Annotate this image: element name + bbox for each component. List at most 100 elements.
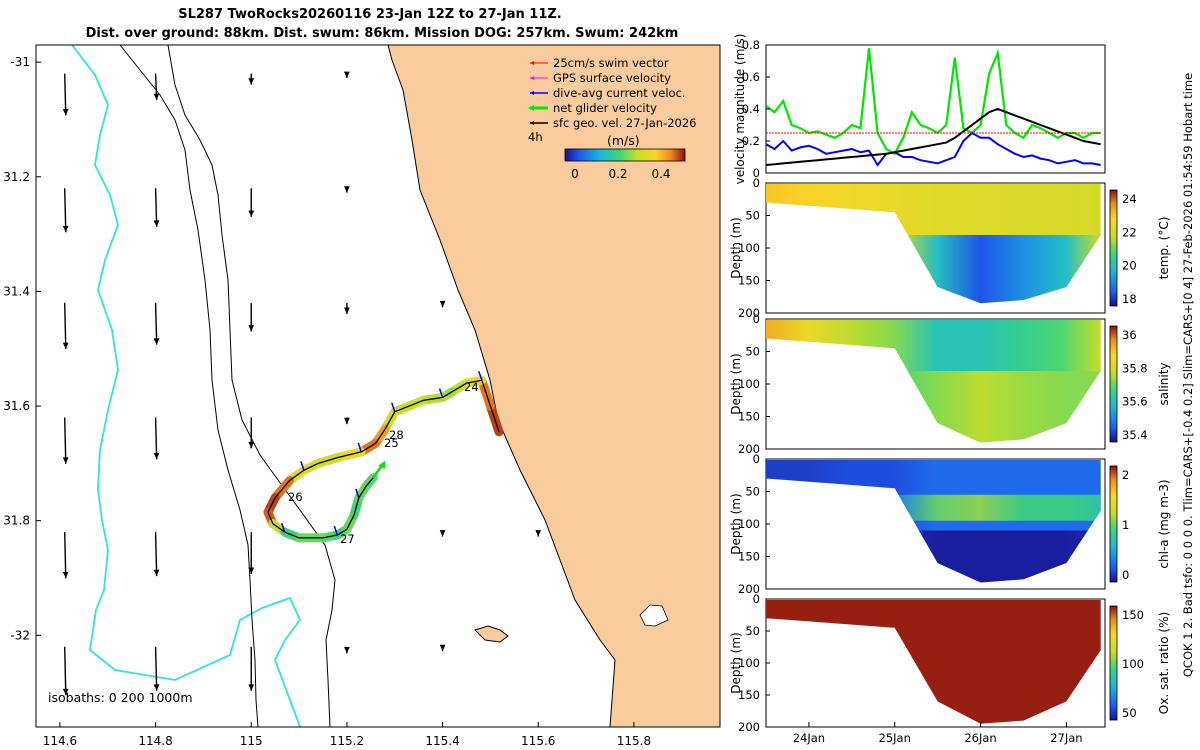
- figure-title-line2: Dist. over ground: 88km. Dist. swum: 86k…: [86, 26, 679, 41]
- section-panel-temp: 0 50 100 150 200 Depth (m) 24 22 20 18 temp. (°C): [729, 176, 1171, 320]
- depth-tick-label: 0: [753, 176, 760, 190]
- track-centreline: [466, 379, 482, 384]
- sfc-vector-head: [62, 571, 69, 579]
- sfc-vector-shaft: [154, 532, 158, 577]
- velocity-panel: 0 0.2 0.4 0.6 0.8 velocity magnitude (m/s): [733, 34, 1106, 184]
- sfc-vector-shaft: [154, 188, 158, 227]
- section-colorbar: [1109, 465, 1118, 583]
- map-x-tick-label: 115.2: [330, 734, 364, 748]
- depth-tick-label: 100: [738, 656, 760, 670]
- velocity-y-axis: 0 0.2 0.4 0.6 0.8: [742, 38, 770, 180]
- section-panel-chl: 0 50 100 150 200 Depth (m) 2 1 0 chl-a (mg m-3): [729, 452, 1171, 596]
- track-centreline: [318, 457, 338, 464]
- depth-tick-label: 150: [738, 274, 760, 288]
- speed-unit-label: (m/s): [607, 133, 640, 148]
- velocity-y-tick-label: 0: [753, 166, 760, 180]
- velocity-series-line: [766, 107, 1101, 166]
- depth-tick-label: 50: [745, 624, 760, 638]
- sfc-vector-head: [248, 684, 255, 691]
- colorbar-tick-label: 18: [1122, 292, 1137, 306]
- velocity-series-line: [766, 131, 1101, 167]
- sfc-vector-head: [248, 210, 255, 217]
- figure-title-line1: SL287 TwoRocks20260116 23-Jan 12Z to 27-…: [178, 7, 562, 22]
- depth-tick-label: 0: [753, 592, 760, 606]
- velocity-y-tick-label: 0.8: [742, 38, 760, 52]
- sfc-vector-head: [62, 457, 69, 464]
- map-x-tick-label: 115.8: [617, 734, 651, 748]
- section-colorbar: [1109, 189, 1118, 307]
- track-centreline: [375, 428, 386, 444]
- dive-avg-tick: [391, 402, 396, 413]
- sfc-vector-shaft: [154, 646, 158, 691]
- map-x-tick-label: 115: [240, 734, 263, 748]
- track-centreline: [384, 411, 396, 430]
- sfc-vector-shaft: [63, 188, 67, 233]
- sfc-vector-head: [344, 71, 350, 79]
- track-centreline: [442, 391, 453, 399]
- colorbar-tick-label: 2: [1122, 468, 1129, 482]
- legend-swim-label: 25cm/s swim vector: [553, 56, 669, 70]
- time-tick-label: 27Jan: [1050, 731, 1082, 745]
- track-centreline: [303, 462, 319, 471]
- colorbar-label: temp. (°C): [1157, 217, 1171, 280]
- depth-tick-label: 200: [738, 306, 760, 320]
- map-x-tick-label: 115.6: [521, 734, 555, 748]
- track-centreline: [360, 442, 376, 453]
- legend-swim-vector: 25cm/s swim vector: [530, 56, 669, 70]
- legend-sfc-label: sfc geo. vel. 27-Jan-2026: [553, 116, 697, 130]
- depth-tick-label: 0: [753, 452, 760, 466]
- sfc-vector-head: [153, 93, 160, 101]
- dive-avg-tick: [357, 442, 362, 453]
- depth-tick-label: 100: [738, 241, 760, 255]
- colorbar-tick-label: 100: [1122, 657, 1144, 671]
- track-centreline: [489, 405, 500, 433]
- depth-tick-label: 150: [738, 550, 760, 564]
- depth-tick-label: 0: [753, 312, 760, 326]
- track-centreline: [337, 451, 362, 459]
- day-label-28: 28: [389, 428, 404, 442]
- map-x-axis: 114.6 114.8 115 115.2 115.4 115.6 115.8: [43, 722, 651, 748]
- depth-axis-label: Depth (m): [729, 632, 743, 693]
- sfc-vector-head: [248, 78, 255, 85]
- section-colorbar: [1109, 325, 1118, 443]
- time-tick-label: 24Jan: [793, 731, 825, 745]
- map-y-axis: -31 31.2 31.4 31.6 31.8 -32: [3, 55, 41, 642]
- track-centreline: [365, 477, 374, 487]
- map-legend: 25cm/s swim vector GPS surface velocity …: [528, 56, 697, 181]
- dive-avg-tick: [281, 522, 286, 533]
- sfc-vector-shaft: [154, 417, 158, 460]
- colorbar-tick-label: 24: [1122, 192, 1137, 206]
- speed-colorbar-tick-2: 0.4: [651, 167, 670, 181]
- depth-tick-label: 50: [745, 345, 760, 359]
- colorbar-tick-label: 35.6: [1122, 395, 1148, 409]
- colorbar-tick-label: 36: [1122, 328, 1137, 342]
- sfc-vector-head: [248, 441, 255, 449]
- sfc-vector-shaft: [63, 73, 67, 116]
- velocity-series: [766, 48, 1101, 167]
- colorbar-tick-label: 22: [1122, 225, 1137, 239]
- map-y-tick-label: 31.4: [3, 284, 30, 298]
- shelf-break-contour: [71, 45, 302, 727]
- speed-colorbar-tick-0: 0: [571, 167, 579, 181]
- time-tick-label: 26Jan: [964, 731, 996, 745]
- colorbar-tick-label: 35.4: [1122, 428, 1148, 442]
- track-centreline: [272, 523, 286, 533]
- isobath-200m: [167, 45, 336, 727]
- dive-avg-tick: [438, 388, 444, 398]
- colorbar-label: salinity: [1157, 362, 1171, 405]
- sfc-vector-shaft: [63, 532, 67, 579]
- sfc-vector-head: [62, 688, 69, 696]
- sfc-vector-head: [153, 569, 160, 577]
- sfc-vector-shaft: [63, 302, 67, 350]
- track-centreline: [423, 396, 443, 401]
- depth-axis-label: Depth (m): [729, 353, 743, 414]
- depth-tick-label: 200: [738, 720, 760, 734]
- depth-axis-label: Depth (m): [729, 493, 743, 554]
- dive-avg-tick: [478, 371, 483, 381]
- depth-tick-label: 100: [738, 517, 760, 531]
- map-y-tick-label: -31: [10, 55, 30, 69]
- sfc-vector-head: [248, 567, 255, 574]
- legend-dive-label: dive-avg current veloc.: [553, 86, 686, 100]
